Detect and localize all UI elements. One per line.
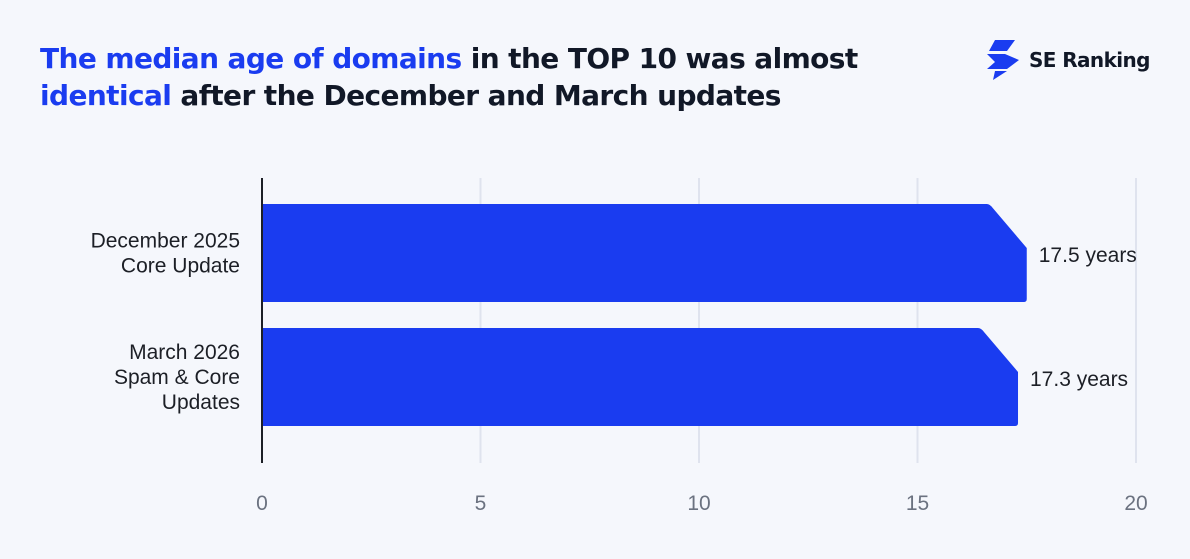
x-tick-label: 20 xyxy=(1124,492,1147,515)
x-tick-label: 0 xyxy=(256,492,268,515)
bar xyxy=(262,328,1019,426)
bar xyxy=(262,204,1027,302)
category-label: Core Update xyxy=(121,255,240,278)
category-label: December 2025 xyxy=(91,230,240,253)
x-tick-label: 10 xyxy=(687,492,710,515)
brand-name: SE Ranking xyxy=(1029,48,1150,72)
x-tick-label: 5 xyxy=(475,492,487,515)
se-ranking-logo-icon xyxy=(987,40,1019,80)
value-label: 17.3 years xyxy=(1030,368,1128,391)
category-label: Spam & Core xyxy=(114,366,240,389)
title-text-end: after the December and March updates xyxy=(171,79,781,112)
title-highlight-domains: The median age of domains xyxy=(40,42,462,75)
title-text-middle: in the TOP 10 was almost xyxy=(461,42,859,75)
category-label: March 2026 xyxy=(129,341,240,364)
category-label: Updates xyxy=(162,391,240,414)
x-tick-label: 15 xyxy=(906,492,929,515)
brand-logo: SE Ranking xyxy=(985,40,1150,80)
title-highlight-identical: identical xyxy=(40,79,172,112)
value-label: 17.5 years xyxy=(1039,244,1137,267)
chart-title: The median age of domains in the TOP 10 … xyxy=(40,40,900,114)
